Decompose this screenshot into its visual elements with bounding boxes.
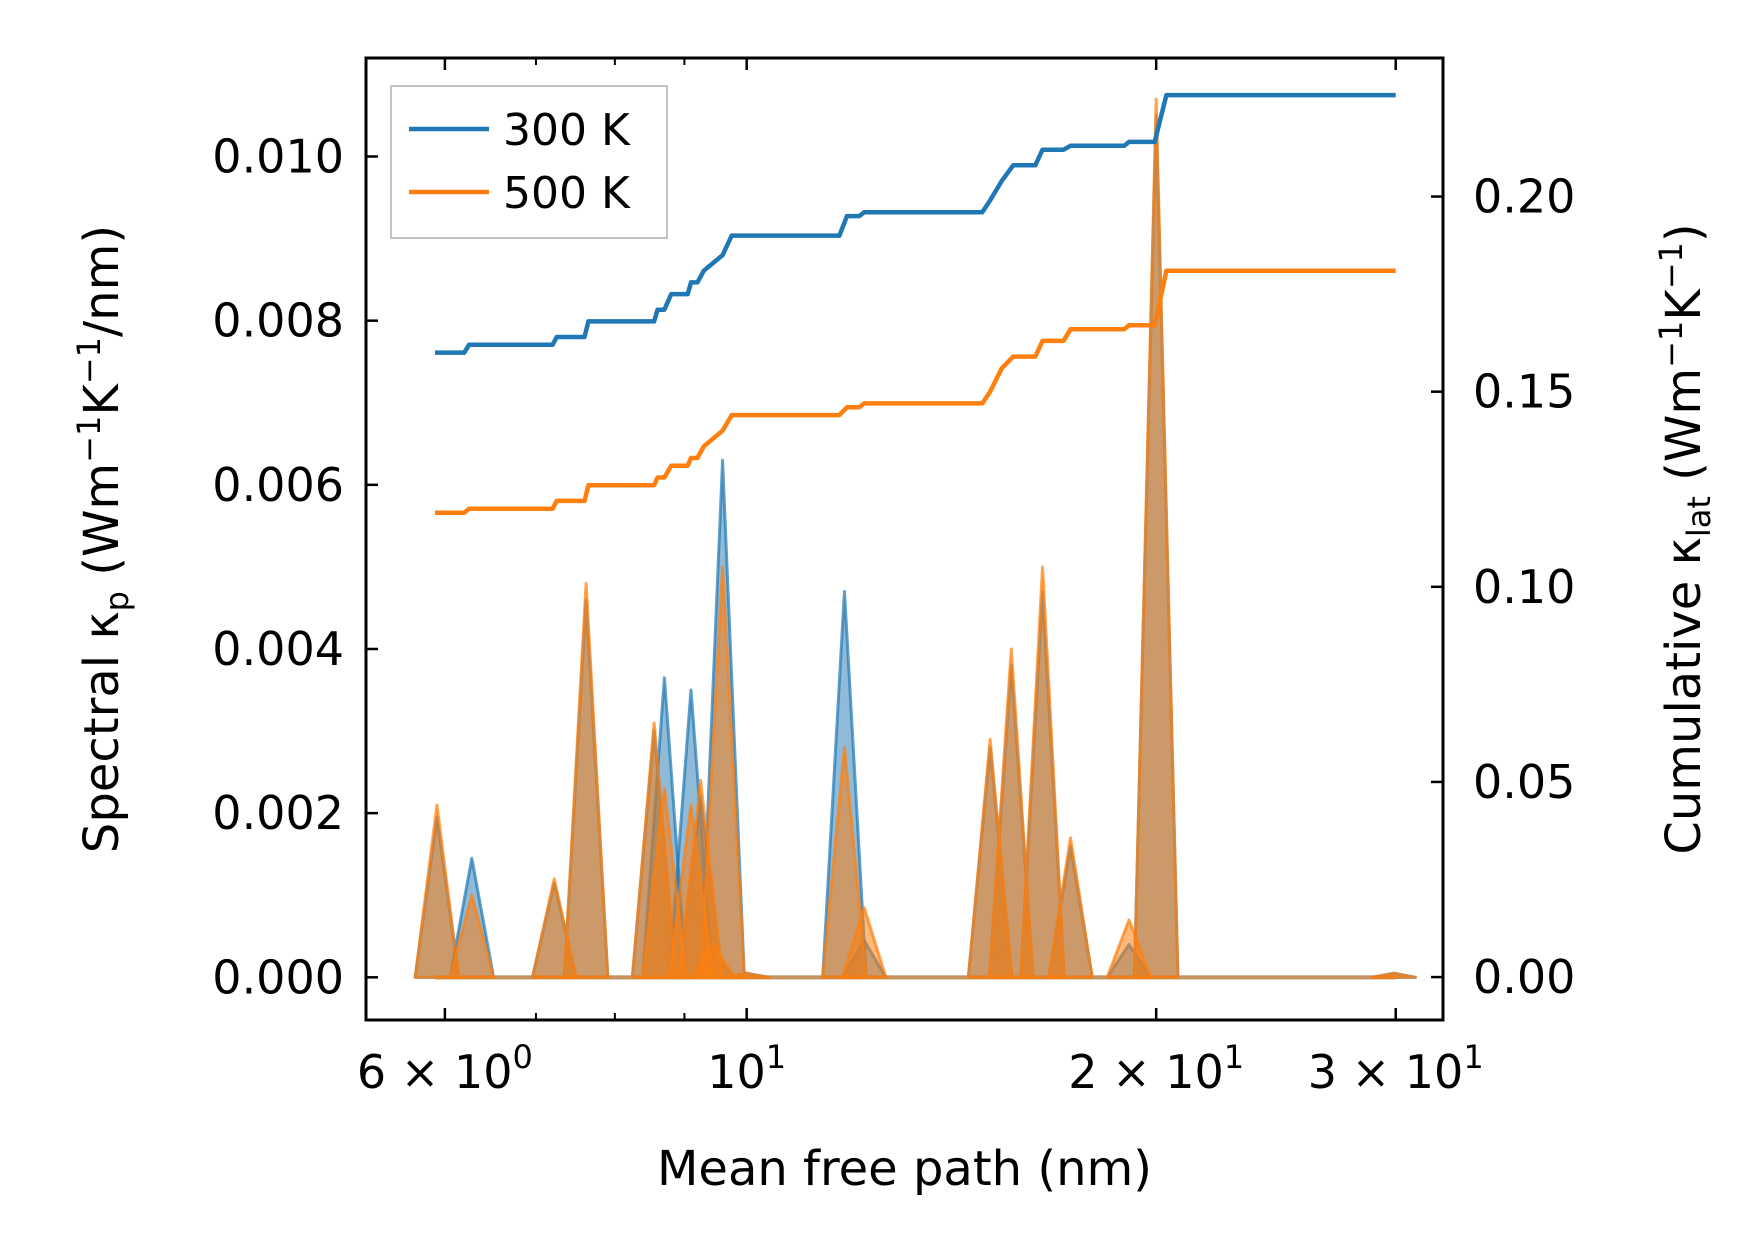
x-tick-label: 101 (707, 1038, 786, 1099)
tick-layer: 0.000 0.002 0.004 0.006 0.008 0.010 0.00 0.05 0.… (212, 58, 1575, 1099)
x-axis-label: Mean free path (nm) (657, 1141, 1152, 1197)
y-right-tick-label: 0.05 (1473, 755, 1575, 809)
y-left-tick-label: 0.004 (212, 622, 344, 676)
spectral-peak (699, 565, 746, 979)
y-left-tick-label: 0.008 (212, 294, 344, 348)
y-right-label-superscript: −1 (1652, 321, 1690, 368)
y-right-label-part: K (1656, 288, 1712, 321)
y-left-label-part: /nm) (74, 225, 130, 337)
y-right-label-subscript: lat (1680, 496, 1718, 537)
y-left-label-part: K (74, 383, 130, 416)
y-right-tick-label: 0.15 (1473, 365, 1575, 419)
y-left-tick-label: 0.000 (212, 950, 344, 1004)
x-tick-label: 2 × 101 (1068, 1038, 1244, 1099)
cumulative-line (435, 268, 1396, 515)
y-right-tick-label: 0.20 (1473, 170, 1575, 224)
y-left-tick-label: 0.006 (212, 458, 344, 512)
y-left-axis-label: Spectral κp (Wm−1K−1/nm) (70, 225, 136, 853)
legend: 300 K 500 K (390, 85, 668, 239)
spectral-peak (1132, 97, 1180, 979)
plot-frame (364, 56, 1445, 1022)
y-left-label-subscript: p (98, 591, 136, 611)
cumulative-layer (435, 92, 1396, 515)
legend-label-500k: 500 K (503, 168, 631, 219)
spectral-layer (413, 97, 1418, 980)
y-left-tick-label: 0.010 (212, 129, 344, 183)
y-right-label-part: (Wm (1656, 368, 1712, 496)
y-right-label-part: ) (1656, 223, 1712, 242)
legend-box (390, 85, 668, 239)
y-right-tick-label: 0.10 (1473, 560, 1575, 614)
y-left-label-part: Spectral κ (74, 611, 130, 853)
legend-label-300k: 300 K (503, 105, 631, 156)
x-tick-label: 6 × 100 (357, 1038, 533, 1099)
y-right-label-part: Cumulative κ (1656, 537, 1712, 855)
y-right-axis-label: Cumulative κlat (Wm−1K−1) (1652, 223, 1718, 854)
y-left-label-superscript: −1 (70, 337, 108, 384)
y-left-label-part: (Wm (74, 463, 130, 591)
y-right-label-superscript: −1 (1652, 242, 1690, 289)
spectral-peak (413, 803, 461, 979)
y-left-label-superscript: −1 (70, 416, 108, 463)
y-left-tick-label: 0.002 (212, 786, 344, 840)
spectral-peak (562, 581, 610, 979)
cumulative-line (435, 92, 1396, 355)
y-right-tick-label: 0.00 (1473, 950, 1575, 1004)
x-tick-label: 3 × 101 (1308, 1038, 1484, 1099)
